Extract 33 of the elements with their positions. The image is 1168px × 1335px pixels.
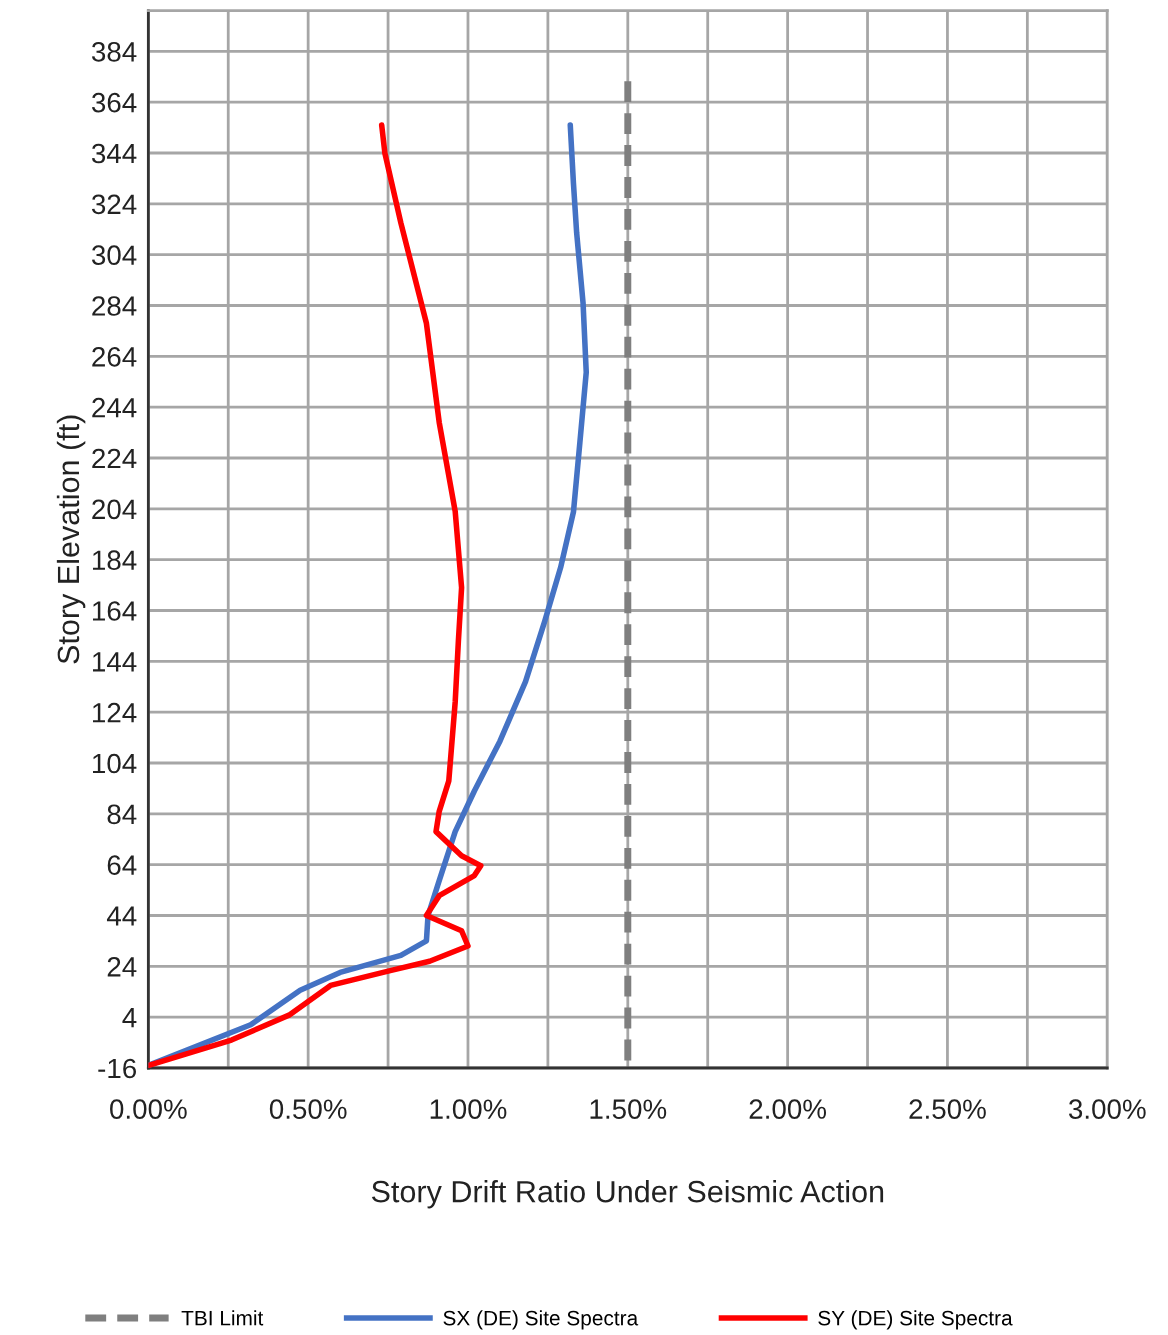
y-axis-title: Story Elevation (ft) — [56, 415, 86, 664]
y-tick-label: 204 — [92, 499, 137, 520]
y-tick-label: 384 — [91, 42, 137, 62]
y-tick-label: 304 — [91, 245, 137, 266]
y-tick-label: 64 — [107, 855, 137, 876]
y-tick-label: 4 — [122, 1008, 137, 1028]
y-tick-label: 184 — [93, 550, 137, 571]
y-tick-label: 344 — [91, 143, 137, 164]
y-tick-label: 224 — [92, 448, 137, 469]
x-tick-label: 0.00% — [110, 1099, 187, 1119]
y-tick-label: 244 — [92, 397, 137, 418]
y-tick-label: 324 — [91, 194, 137, 215]
legend-label: TBI Limit — [181, 1310, 264, 1326]
y-tick-label: 24 — [107, 957, 137, 977]
legend-label: SY (DE) Site Spectra — [818, 1310, 1013, 1330]
y-tick-label: 284 — [92, 296, 137, 316]
legend-label: SX (DE) Site Spectra — [443, 1310, 639, 1330]
x-tick-label: 1.00% — [430, 1099, 507, 1119]
y-tick-label: 104 — [93, 753, 137, 774]
y-tick-label: 44 — [106, 906, 137, 926]
x-tick-label: 1.50% — [590, 1099, 667, 1119]
y-tick-label: 84 — [107, 804, 137, 825]
x-axis-title: Story Drift Ratio Under Seismic Action — [371, 1180, 884, 1209]
y-tick-label: 144 — [93, 652, 137, 672]
y-tick-label: -16 — [98, 1058, 137, 1079]
x-tick-label: 0.50% — [269, 1099, 347, 1119]
x-tick-label: 2.50% — [909, 1099, 986, 1119]
y-tick-label: 364 — [91, 92, 137, 113]
y-tick-label: 164 — [93, 601, 137, 621]
y-tick-label: 124 — [93, 702, 137, 723]
x-tick-label: 2.00% — [749, 1099, 827, 1119]
x-tick-label: 3.00% — [1068, 1099, 1146, 1119]
y-tick-label: 264 — [92, 347, 137, 367]
